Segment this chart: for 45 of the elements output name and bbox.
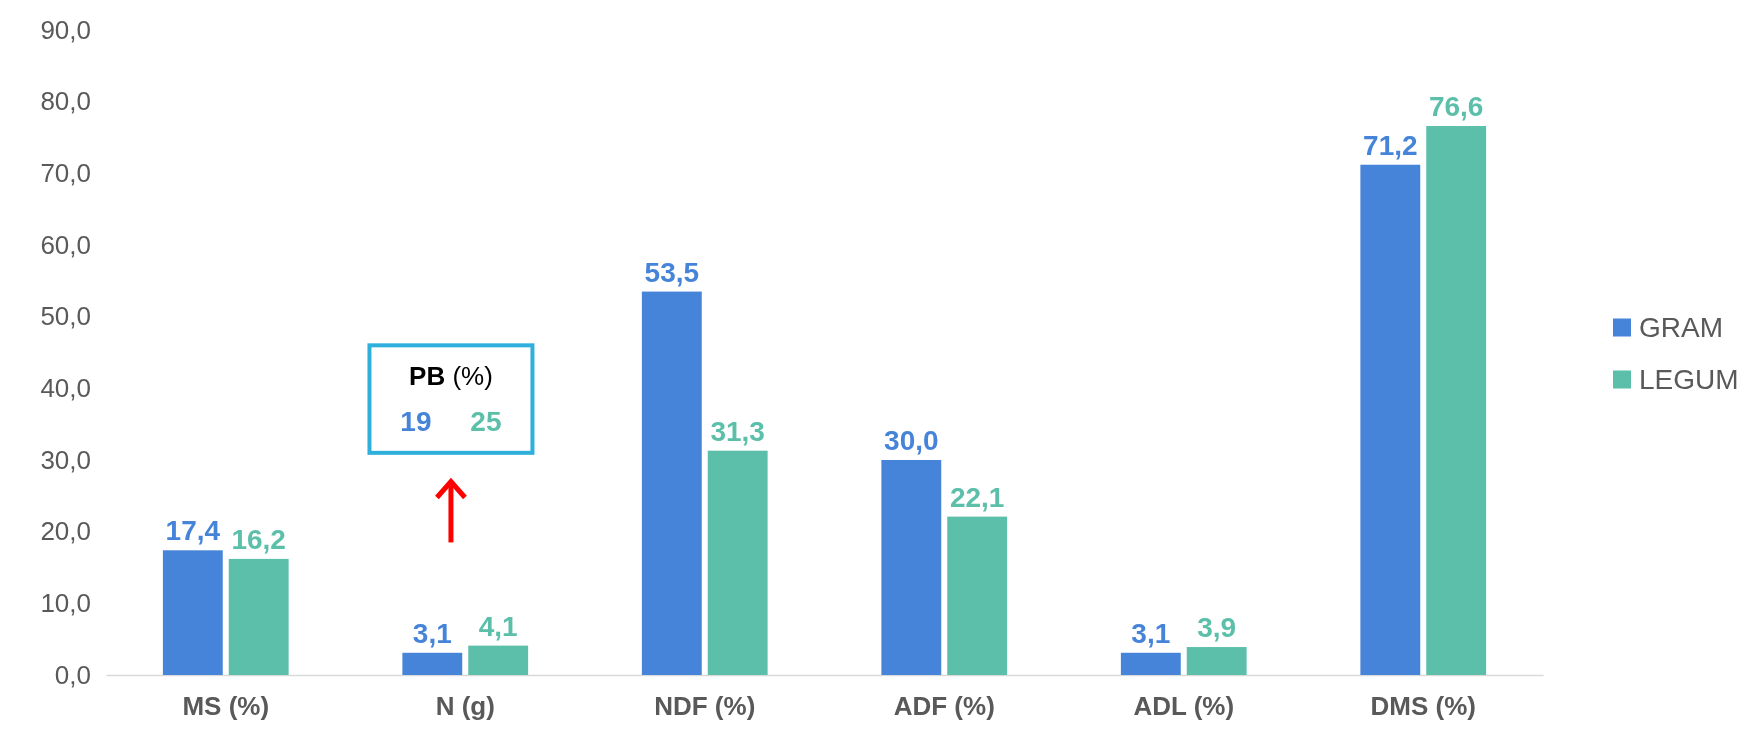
y-tick-label: 90,0 <box>40 14 91 45</box>
bar <box>1426 126 1487 675</box>
y-tick-label: 0,0 <box>54 659 91 690</box>
bar <box>402 652 463 675</box>
y-tick-label: 50,0 <box>40 301 91 332</box>
bar <box>641 291 702 675</box>
data-label: 30,0 <box>884 425 939 456</box>
data-label: 3,9 <box>1197 612 1237 644</box>
bar <box>1186 647 1247 675</box>
y-tick-label: 80,0 <box>40 86 91 117</box>
data-label: 3,1 <box>412 617 452 649</box>
data-label: 76,6 <box>1428 91 1484 123</box>
data-label: 4,1 <box>478 610 518 642</box>
bar <box>1120 652 1181 675</box>
y-tick-label: 40,0 <box>40 373 91 404</box>
bar <box>1360 164 1421 675</box>
legend-label: GRAM <box>1639 312 1723 344</box>
bar <box>707 450 768 675</box>
bar <box>162 550 223 675</box>
data-label: 53,5 <box>644 256 700 288</box>
data-label: 16,2 <box>231 523 286 555</box>
legend-label: LEGUM <box>1639 364 1739 396</box>
y-tick-label: 70,0 <box>40 158 91 189</box>
bar <box>947 516 1008 675</box>
x-tick-label: ADF (%) <box>893 691 995 722</box>
x-tick-label: N (g) <box>435 691 495 722</box>
data-label: 17,4 <box>165 515 221 547</box>
data-label: 71,2 <box>1363 129 1418 161</box>
x-tick-label: NDF (%) <box>654 691 756 722</box>
y-tick-label: 10,0 <box>40 588 91 619</box>
x-tick-label: ADL (%) <box>1133 691 1235 722</box>
annotation: PB (%) <box>409 361 493 392</box>
data-label: 3,1 <box>1131 617 1171 649</box>
y-tick-label: 60,0 <box>40 229 91 260</box>
annotation: 19 <box>400 406 432 438</box>
x-tick-label: DMS (%) <box>1370 691 1476 722</box>
y-tick-label: 30,0 <box>40 444 91 475</box>
data-label: 22,1 <box>949 481 1005 513</box>
bar <box>881 460 942 675</box>
bar <box>228 558 289 675</box>
y-tick-label: 20,0 <box>40 516 91 547</box>
data-label: 31,3 <box>710 415 765 447</box>
bar <box>468 645 529 675</box>
x-tick-label: MS (%) <box>182 691 270 722</box>
annotation: 25 <box>470 406 502 438</box>
